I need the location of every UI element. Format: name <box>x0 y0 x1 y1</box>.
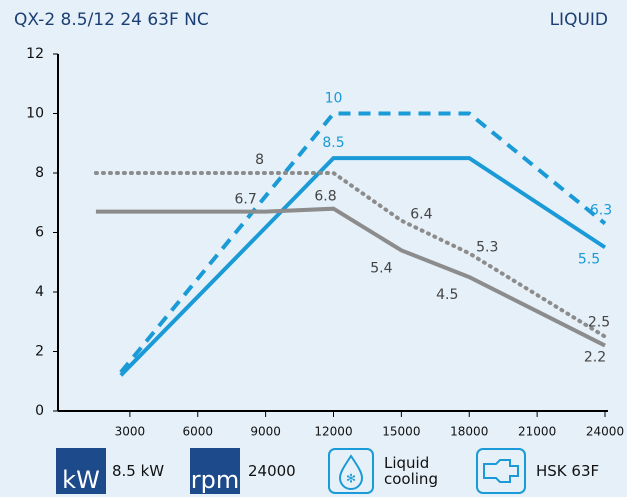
data-label: 6.8 <box>314 189 336 205</box>
legend-label: 24000 <box>248 462 296 480</box>
svg-text:✻: ✻ <box>346 472 356 486</box>
data-label: 6.3 <box>590 203 612 219</box>
cooling-icon: ✻ <box>328 448 374 494</box>
x-tick-label: 3000 <box>115 425 146 439</box>
series-line <box>119 156 607 377</box>
x-tick-label: 18000 <box>450 425 488 439</box>
chart: QX-2 8.5/12 24 63F NC LIQUID 0 2 4 6 8 10 12 30… <box>14 10 624 439</box>
data-label: 6.4 <box>410 207 432 223</box>
series-line <box>119 111 607 374</box>
y-tick-label: 10 <box>26 106 44 122</box>
data-label: 5.5 <box>578 251 600 267</box>
data-label: 2.5 <box>588 315 610 331</box>
series-line <box>95 206 606 348</box>
series-line <box>93 171 607 339</box>
x-tick-label: 21000 <box>518 425 556 439</box>
y-tick-label: 0 <box>35 403 44 419</box>
legend-icon: rpm <box>190 448 240 494</box>
x-tick-label: 6000 <box>182 425 213 439</box>
chart-title: QX-2 8.5/12 24 63F NC <box>14 10 209 30</box>
data-label: 8.5 <box>322 135 344 151</box>
y-tick-label: 12 <box>26 46 44 62</box>
x-tick-label: 9000 <box>250 425 281 439</box>
data-label: 4.5 <box>436 287 458 303</box>
x-tick-label: 12000 <box>314 425 352 439</box>
hsk-icon <box>476 448 526 494</box>
legend-icon: kW <box>56 448 106 494</box>
legend-item: ✻ Liquid cooling <box>328 448 454 494</box>
x-tick-label: 24000 <box>586 425 624 439</box>
data-label: 5.3 <box>476 239 498 255</box>
legend-label: Liquid cooling <box>384 454 438 488</box>
y-tick-label: 4 <box>35 284 44 300</box>
legend-item: HSK 63F <box>476 448 599 494</box>
legend-label: 8.5 kW <box>112 462 165 480</box>
data-label: 10 <box>325 91 343 107</box>
data-label: 5.4 <box>370 260 392 276</box>
chart-subtitle: LIQUID <box>550 10 608 30</box>
legend-item: kW 8.5 kW <box>56 448 164 494</box>
data-label: 6.7 <box>234 192 256 208</box>
y-tick-label: 8 <box>35 165 44 181</box>
y-tick-label: 2 <box>35 344 44 360</box>
data-label: 2.2 <box>584 350 606 366</box>
y-tick-label: 6 <box>35 225 44 241</box>
data-label: 8 <box>255 152 264 168</box>
legend-item: rpm 24000 <box>190 448 296 494</box>
legend-label: HSK 63F <box>536 462 600 480</box>
x-tick-label: 15000 <box>382 425 420 439</box>
